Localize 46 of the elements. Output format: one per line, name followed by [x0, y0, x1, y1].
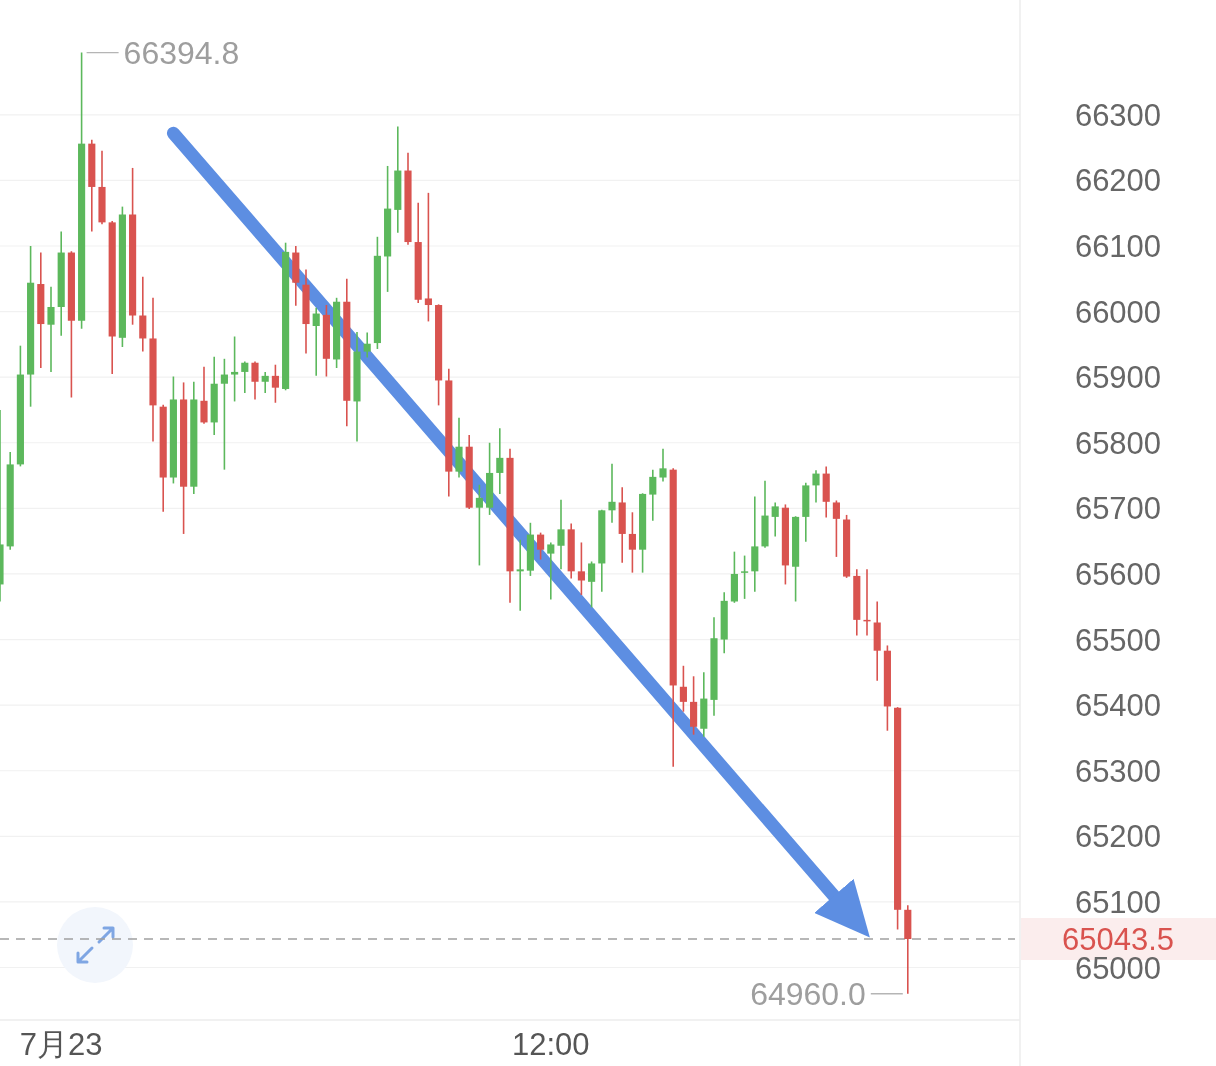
- candlestick: [220, 358, 228, 471]
- annotation: 66394.8: [123, 34, 240, 71]
- annotation: 64960.0: [750, 975, 866, 1012]
- y-tick-label: 66100: [1074, 228, 1162, 264]
- candlestick: [139, 276, 147, 353]
- y-tick-label: 65200: [1074, 818, 1162, 854]
- candlestick: [832, 499, 840, 558]
- y-tick-label: 65800: [1074, 425, 1162, 461]
- candlestick: [424, 192, 432, 323]
- candlestick: [251, 360, 259, 401]
- candlestick: [679, 664, 687, 713]
- candlestick: [659, 447, 667, 483]
- candlestick: [312, 306, 320, 377]
- candlestick: [628, 511, 636, 574]
- candlestick: [608, 462, 616, 524]
- candlestick: [577, 541, 585, 596]
- candlestick: [363, 331, 371, 359]
- y-tick-label: 66300: [1074, 97, 1162, 133]
- candlestick: [588, 560, 596, 609]
- candlestick: [231, 335, 239, 403]
- y-tick-label: 65700: [1074, 490, 1162, 526]
- candlestick: [475, 483, 483, 567]
- candlestick: [496, 427, 504, 495]
- y-tick-label: 65400: [1074, 687, 1162, 723]
- candlestick: [557, 499, 565, 571]
- candlestick: [241, 360, 249, 394]
- candlestick: [516, 539, 524, 612]
- candlestick: [537, 531, 545, 561]
- candlestick: [200, 365, 208, 425]
- y-tick-label: 65900: [1074, 359, 1162, 395]
- candlestick: [47, 285, 55, 373]
- candlestick: [771, 501, 779, 538]
- y-tick-label: 65300: [1074, 753, 1162, 789]
- candlestick: [547, 541, 555, 601]
- candlestick: [649, 468, 657, 522]
- candlestick: [261, 371, 269, 394]
- candlestick: [812, 469, 820, 504]
- y-tick-label: 66200: [1074, 162, 1162, 198]
- y-tick-label: 65500: [1074, 622, 1162, 658]
- y-tick-label: 65600: [1074, 556, 1162, 592]
- y-tick-label: 65100: [1074, 884, 1162, 920]
- candlestick: [741, 554, 749, 600]
- candlestick: [271, 363, 279, 404]
- x-tick-label: 12:00: [512, 1026, 590, 1062]
- x-tick-label: 7月23: [19, 1026, 103, 1062]
- y-tick-label: 66000: [1074, 294, 1162, 330]
